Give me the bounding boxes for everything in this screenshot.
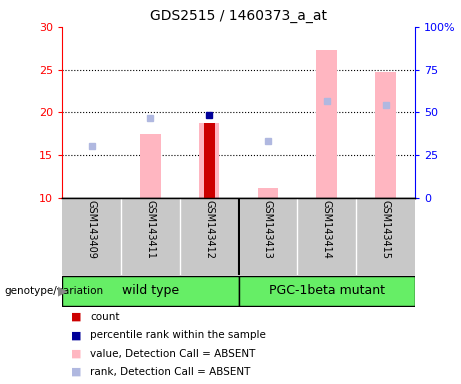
Text: PGC-1beta mutant: PGC-1beta mutant <box>269 285 385 297</box>
Bar <box>140 134 161 198</box>
Text: GSM143413: GSM143413 <box>263 200 273 259</box>
Text: genotype/variation: genotype/variation <box>5 286 104 296</box>
Text: GSM143412: GSM143412 <box>204 200 214 259</box>
Text: rank, Detection Call = ABSENT: rank, Detection Call = ABSENT <box>90 367 250 377</box>
Text: ■: ■ <box>71 312 82 322</box>
Text: wild type: wild type <box>122 285 179 297</box>
Bar <box>203 123 215 198</box>
Text: ▶: ▶ <box>58 285 67 297</box>
Bar <box>258 187 278 198</box>
Text: ■: ■ <box>71 367 82 377</box>
Bar <box>316 50 337 198</box>
Text: GSM143409: GSM143409 <box>87 200 97 259</box>
Text: ■: ■ <box>71 349 82 359</box>
Text: value, Detection Call = ABSENT: value, Detection Call = ABSENT <box>90 349 255 359</box>
Title: GDS2515 / 1460373_a_at: GDS2515 / 1460373_a_at <box>150 9 327 23</box>
Text: count: count <box>90 312 119 322</box>
Bar <box>239 276 415 306</box>
Bar <box>199 123 219 198</box>
Text: GSM143414: GSM143414 <box>322 200 332 259</box>
Text: GSM143411: GSM143411 <box>145 200 155 259</box>
Text: ■: ■ <box>71 330 82 340</box>
Text: percentile rank within the sample: percentile rank within the sample <box>90 330 266 340</box>
Text: GSM143415: GSM143415 <box>380 200 390 259</box>
Bar <box>62 276 239 306</box>
Bar <box>375 72 396 198</box>
